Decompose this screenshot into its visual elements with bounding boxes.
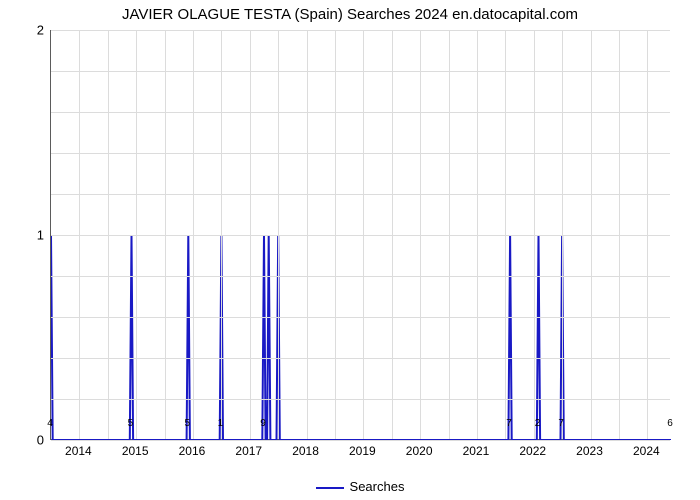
gridline-h: [51, 194, 670, 195]
x-tick-label: 2021: [463, 444, 490, 458]
data-value-label: 1: [218, 418, 224, 429]
y-tick-label: 0: [37, 433, 44, 448]
plot-area: [50, 30, 670, 440]
data-value-label: 7: [506, 418, 512, 429]
gridline-h: [51, 235, 670, 236]
data-value-label: 7: [558, 418, 564, 429]
gridline-h: [51, 358, 670, 359]
y-tick-label: 1: [37, 228, 44, 243]
x-tick-label: 2020: [406, 444, 433, 458]
gridline-h: [51, 153, 670, 154]
legend-label: Searches: [350, 479, 405, 494]
y-tick-label: 2: [37, 23, 44, 38]
x-tick-label: 2019: [349, 444, 376, 458]
data-value-label: 9: [260, 418, 266, 429]
data-value-label: 2: [535, 418, 541, 429]
chart-container: JAVIER OLAGUE TESTA (Spain) Searches 202…: [0, 0, 700, 500]
gridline-h: [51, 317, 670, 318]
data-value-label: 4: [47, 418, 53, 429]
legend-swatch: [316, 487, 344, 489]
x-tick-label: 2024: [633, 444, 660, 458]
plot-inner: [51, 30, 670, 439]
data-value-label: 6: [667, 418, 673, 429]
chart-title: JAVIER OLAGUE TESTA (Spain) Searches 202…: [0, 6, 700, 23]
legend: Searches: [50, 479, 670, 494]
data-value-label: 5: [128, 418, 134, 429]
data-value-label: 5: [184, 418, 190, 429]
gridline-h: [51, 276, 670, 277]
x-tick-label: 2016: [179, 444, 206, 458]
x-tick-label: 2014: [65, 444, 92, 458]
gridline-h: [51, 30, 670, 31]
x-tick-label: 2018: [292, 444, 319, 458]
x-tick-label: 2023: [576, 444, 603, 458]
gridline-h: [51, 112, 670, 113]
gridline-h: [51, 71, 670, 72]
gridline-h: [51, 399, 670, 400]
gridline-h: [51, 440, 670, 441]
x-tick-label: 2015: [122, 444, 149, 458]
x-tick-label: 2022: [519, 444, 546, 458]
x-tick-label: 2017: [235, 444, 262, 458]
